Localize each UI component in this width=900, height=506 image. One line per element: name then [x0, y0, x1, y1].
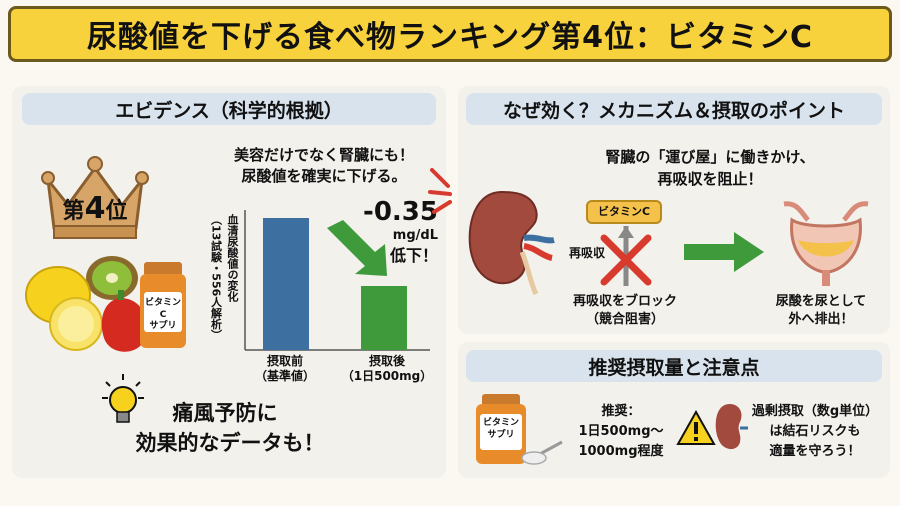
block-line-1: 再吸収をブロック — [572, 294, 677, 309]
kidney-icon — [462, 186, 562, 296]
block-line-2: （競合阻害） — [585, 312, 664, 327]
warn-line-2: は結石リスクも — [769, 424, 861, 439]
small-kidney-icon — [712, 402, 748, 454]
vitamin-c-tag: ビタミンC — [586, 200, 662, 224]
effect-word: 低下！ — [389, 246, 438, 265]
supplement-bottle: ビタミン サプリ — [476, 394, 526, 464]
effect-unit: mg/dL — [392, 228, 438, 243]
bar-chart — [205, 200, 445, 400]
bladder-icon — [778, 198, 874, 288]
emphasis-burst-icon — [426, 160, 470, 220]
down-arrow — [327, 220, 387, 276]
excrete-line-2: 外へ排出！ — [788, 312, 854, 327]
mechanism-line-1: 腎臓の「運び屋」に働きかけ、 — [605, 148, 815, 166]
supplement-label: ビタミン サプリ — [480, 414, 522, 450]
dose-header: 推奨摂取量と注意点 — [466, 350, 882, 382]
warning-icon — [676, 409, 716, 446]
claim-line-2: 尿酸値を確実に下げる。 — [241, 167, 407, 185]
bottle-label: ビタミンC サプリ — [144, 292, 182, 332]
fruits-illustration — [20, 250, 200, 360]
page-title: 尿酸値を下げる食べ物ランキング第4位：ビタミンC — [8, 6, 892, 62]
lightbulb-icon — [100, 372, 146, 428]
rank-number: 4 — [84, 191, 106, 226]
green-right-arrow — [684, 232, 764, 272]
bar-before — [263, 218, 309, 350]
gout-line-1: 痛風予防に — [172, 401, 278, 425]
effect-value: -0.35 — [363, 197, 438, 227]
excrete-line-1: 尿酸を尿として — [775, 294, 867, 309]
crown-icon — [40, 150, 150, 242]
block-x-icon — [596, 226, 656, 290]
dose-line-1: 推奨： — [601, 404, 641, 419]
rank-prefix: 第 — [62, 199, 85, 224]
spoon-icon — [520, 436, 564, 466]
gout-line-2: 効果的なデータも！ — [135, 431, 325, 455]
bar-after — [361, 286, 407, 350]
y-axis-label: 血清尿酸値の変化 （13試験・556人解析） — [209, 214, 240, 341]
dose-line-2: 1日500mg〜 — [578, 424, 664, 439]
warn-line-1: 過剰摂取（数g単位） — [751, 404, 879, 419]
vitamin-c-bottle: ビタミンC サプリ — [140, 262, 186, 348]
evidence-header: エビデンス（科学的根拠） — [22, 93, 436, 125]
x-label-before: 摂取前 （基準値） — [254, 354, 315, 383]
claim-line-1: 美容だけでなく腎臓にも！ — [233, 146, 414, 164]
x-label-after: 摂取後 （1日500mg） — [341, 354, 433, 383]
rank-suffix: 位 — [105, 199, 128, 224]
reabsorb-label: 再吸収 — [568, 246, 605, 260]
dose-line-3: 1000mg程度 — [578, 444, 664, 459]
mechanism-line-2: 再吸収を阻止！ — [657, 170, 763, 188]
mechanism-header: なぜ効く？メカニズム＆摂取のポイント — [466, 93, 882, 125]
warn-line-3: 適量を守ろう！ — [769, 444, 861, 459]
